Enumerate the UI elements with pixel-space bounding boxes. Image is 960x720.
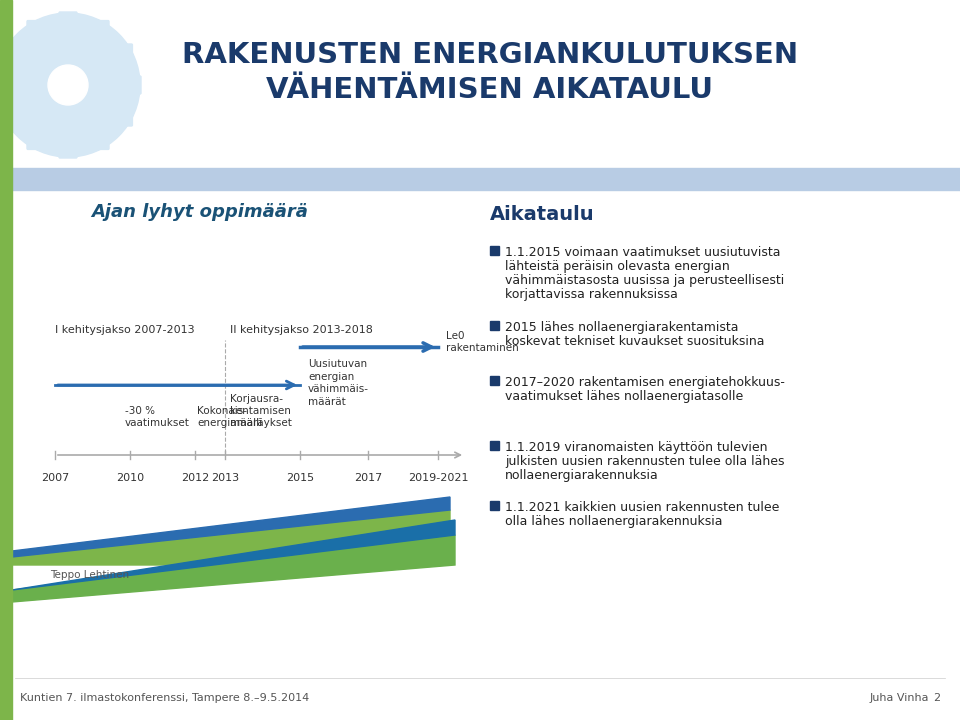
Text: 2010: 2010 xyxy=(116,473,144,483)
Text: julkisten uusien rakennusten tulee olla lähes: julkisten uusien rakennusten tulee olla … xyxy=(505,455,784,468)
Bar xyxy=(490,376,499,385)
Circle shape xyxy=(0,13,140,157)
FancyBboxPatch shape xyxy=(0,76,13,94)
Text: Kuntien 7. ilmastokonferenssi, Tampere 8.–9.5.2014: Kuntien 7. ilmastokonferenssi, Tampere 8… xyxy=(20,693,309,703)
Text: Juha Vinha: Juha Vinha xyxy=(870,693,929,703)
Polygon shape xyxy=(12,497,450,557)
Text: 2015 lähes nollaenergiarakentamista: 2015 lähes nollaenergiarakentamista xyxy=(505,321,738,334)
Text: Uusiutuvan
energian
vähimmäis-
määrät: Uusiutuvan energian vähimmäis- määrät xyxy=(308,359,369,407)
Text: vaatimukset lähes nollaenergiatasolle: vaatimukset lähes nollaenergiatasolle xyxy=(505,390,743,403)
Bar xyxy=(490,441,499,450)
Text: I kehitysjakso 2007-2013: I kehitysjakso 2007-2013 xyxy=(55,325,195,335)
FancyBboxPatch shape xyxy=(59,140,77,158)
Text: 2012: 2012 xyxy=(180,473,209,483)
Polygon shape xyxy=(12,510,450,565)
Text: lähteistä peräisin olevasta energian: lähteistä peräisin olevasta energian xyxy=(505,260,730,273)
Text: 2015: 2015 xyxy=(286,473,314,483)
Polygon shape xyxy=(12,520,455,590)
FancyBboxPatch shape xyxy=(27,21,45,39)
Text: nollaenergiarakennuksia: nollaenergiarakennuksia xyxy=(505,469,659,482)
Text: olla lähes nollaenergiarakennuksia: olla lähes nollaenergiarakennuksia xyxy=(505,515,723,528)
FancyBboxPatch shape xyxy=(91,132,109,150)
Bar xyxy=(490,321,499,330)
Text: 2017–2020 rakentamisen energiatehokkuus-: 2017–2020 rakentamisen energiatehokkuus- xyxy=(505,376,785,389)
Text: 2: 2 xyxy=(933,693,940,703)
FancyBboxPatch shape xyxy=(114,44,132,62)
Text: II kehitysjakso 2013-2018: II kehitysjakso 2013-2018 xyxy=(230,325,372,335)
Bar xyxy=(12,168,960,190)
Text: -30 %
vaatimukset: -30 % vaatimukset xyxy=(125,406,190,428)
Text: VÄHENTÄMISEN AIKATAULU: VÄHENTÄMISEN AIKATAULU xyxy=(267,76,713,104)
Text: Le0
rakentaminen: Le0 rakentaminen xyxy=(446,331,518,353)
Text: vähimmäistasosta uusissa ja perusteellisesti: vähimmäistasosta uusissa ja perusteellis… xyxy=(505,274,784,287)
FancyBboxPatch shape xyxy=(114,108,132,126)
Text: 2013: 2013 xyxy=(211,473,239,483)
Text: Ajan lyhyt oppimäärä: Ajan lyhyt oppimäärä xyxy=(91,203,308,221)
FancyBboxPatch shape xyxy=(27,132,45,150)
Text: Teppo Lehtinen: Teppo Lehtinen xyxy=(50,570,130,580)
Text: koskevat tekniset kuvaukset suosituksina: koskevat tekniset kuvaukset suosituksina xyxy=(505,335,764,348)
Text: 1.1.2019 viranomaisten käyttöön tulevien: 1.1.2019 viranomaisten käyttöön tulevien xyxy=(505,441,767,454)
Text: 1.1.2015 voimaan vaatimukset uusiutuvista: 1.1.2015 voimaan vaatimukset uusiutuvist… xyxy=(505,246,780,259)
FancyBboxPatch shape xyxy=(4,44,21,62)
Text: korjattavissa rakennuksissa: korjattavissa rakennuksissa xyxy=(505,288,678,301)
FancyBboxPatch shape xyxy=(4,108,21,126)
FancyBboxPatch shape xyxy=(59,12,77,30)
Text: Aikataulu: Aikataulu xyxy=(490,205,594,225)
Bar xyxy=(490,501,499,510)
FancyBboxPatch shape xyxy=(123,76,141,94)
Text: 2007: 2007 xyxy=(41,473,69,483)
Polygon shape xyxy=(12,535,455,602)
Bar xyxy=(0,0,12,720)
Text: Kokonais-
energiamalli: Kokonais- energiamalli xyxy=(197,406,262,428)
Text: 1.1.2021 kaikkien uusien rakennusten tulee: 1.1.2021 kaikkien uusien rakennusten tul… xyxy=(505,501,780,514)
Text: RAKENUSTEN ENERGIANKULUTUKSEN: RAKENUSTEN ENERGIANKULUTUKSEN xyxy=(182,41,798,69)
Text: 2017: 2017 xyxy=(354,473,382,483)
Circle shape xyxy=(48,65,88,105)
Text: Korjausra-
kentamisen
määräykset: Korjausra- kentamisen määräykset xyxy=(230,394,292,428)
Text: 2019-2021: 2019-2021 xyxy=(408,473,468,483)
Bar xyxy=(490,246,499,255)
FancyBboxPatch shape xyxy=(91,21,109,39)
